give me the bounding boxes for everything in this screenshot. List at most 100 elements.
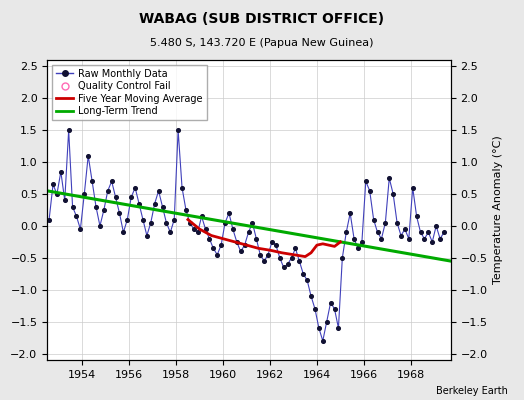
Point [221, 220, 229, 226]
Point [143, 232, 151, 239]
Point [150, 200, 159, 207]
Point [72, 213, 81, 220]
Point [326, 299, 335, 306]
Point [100, 207, 108, 213]
Point [45, 216, 53, 223]
Point [432, 223, 440, 229]
Point [68, 204, 77, 210]
Point [350, 236, 358, 242]
Point [112, 194, 120, 200]
Point [287, 255, 296, 261]
Point [260, 258, 268, 264]
Point [209, 245, 217, 252]
Point [80, 191, 89, 197]
Point [436, 236, 444, 242]
Point [319, 338, 327, 344]
Point [264, 252, 272, 258]
Point [369, 216, 378, 223]
Point [424, 229, 432, 236]
Point [389, 191, 397, 197]
Point [162, 220, 171, 226]
Point [248, 220, 257, 226]
Point [311, 306, 319, 312]
Point [354, 245, 362, 252]
Point [338, 255, 346, 261]
Point [127, 194, 135, 200]
Point [362, 178, 370, 184]
Text: 5.480 S, 143.720 E (Papua New Guinea): 5.480 S, 143.720 E (Papua New Guinea) [150, 38, 374, 48]
Point [256, 252, 265, 258]
Point [61, 197, 69, 204]
Text: WABAG (SUB DISTRICT OFFICE): WABAG (SUB DISTRICT OFFICE) [139, 12, 385, 26]
Point [115, 210, 124, 216]
Point [135, 200, 143, 207]
Point [299, 271, 308, 277]
Y-axis label: Temperature Anomaly (°C): Temperature Anomaly (°C) [493, 136, 503, 284]
Point [76, 226, 84, 232]
Point [409, 184, 417, 191]
Point [397, 232, 405, 239]
Point [178, 184, 186, 191]
Point [53, 191, 61, 197]
Point [405, 236, 413, 242]
Point [276, 255, 284, 261]
Point [139, 216, 147, 223]
Point [174, 127, 182, 134]
Point [346, 210, 354, 216]
Point [417, 229, 425, 236]
Point [217, 242, 225, 248]
Point [236, 248, 245, 255]
Point [377, 236, 386, 242]
Point [279, 264, 288, 271]
Point [268, 239, 276, 245]
Point [393, 220, 401, 226]
Point [271, 242, 280, 248]
Point [307, 293, 315, 299]
Point [252, 236, 260, 242]
Point [170, 216, 179, 223]
Point [155, 188, 163, 194]
Point [107, 178, 116, 184]
Legend: Raw Monthly Data, Quality Control Fail, Five Year Moving Average, Long-Term Tren: Raw Monthly Data, Quality Control Fail, … [52, 65, 206, 120]
Point [322, 318, 331, 325]
Point [158, 204, 167, 210]
Point [225, 210, 233, 216]
Point [428, 239, 436, 245]
Point [123, 216, 132, 223]
Point [228, 226, 237, 232]
Point [198, 213, 206, 220]
Point [381, 220, 389, 226]
Point [49, 181, 57, 188]
Point [241, 242, 249, 248]
Point [193, 229, 202, 236]
Point [64, 127, 73, 134]
Point [147, 220, 155, 226]
Point [295, 258, 303, 264]
Point [182, 207, 190, 213]
Point [420, 236, 429, 242]
Point [291, 245, 300, 252]
Point [334, 325, 343, 331]
Point [201, 226, 210, 232]
Point [358, 239, 366, 245]
Point [84, 152, 92, 159]
Point [92, 204, 100, 210]
Point [119, 229, 127, 236]
Point [244, 229, 253, 236]
Point [104, 188, 112, 194]
Point [440, 229, 448, 236]
Point [131, 184, 139, 191]
Point [342, 229, 351, 236]
Point [185, 220, 194, 226]
Point [373, 229, 381, 236]
Point [315, 325, 323, 331]
Point [88, 178, 96, 184]
Point [205, 236, 214, 242]
Point [213, 252, 222, 258]
Point [366, 188, 374, 194]
Point [283, 261, 292, 268]
Point [412, 213, 421, 220]
Text: Berkeley Earth: Berkeley Earth [436, 386, 508, 396]
Point [401, 226, 409, 232]
Point [190, 226, 198, 232]
